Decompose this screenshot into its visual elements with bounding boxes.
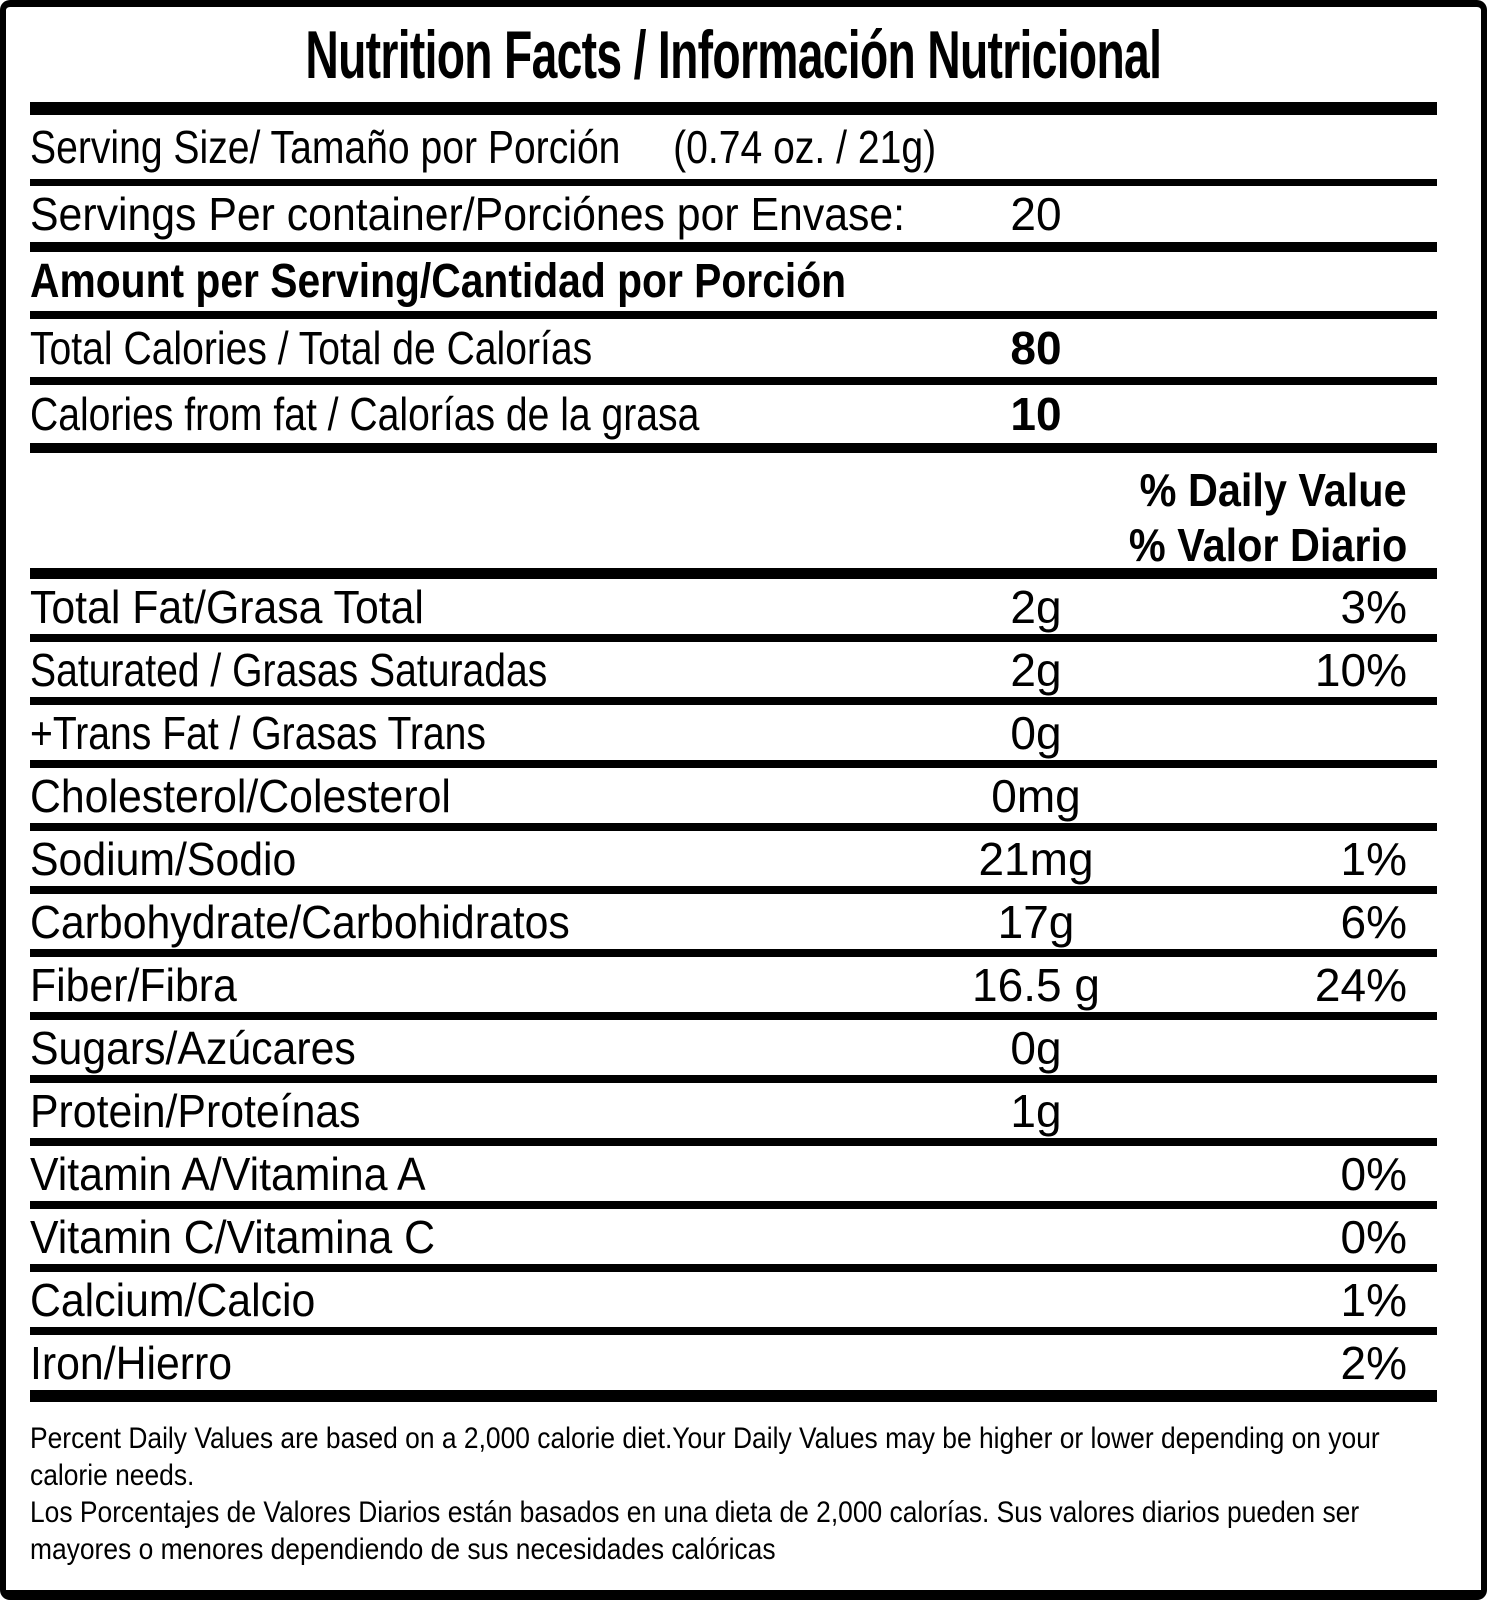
- nutrient-amount: 16.5 g: [972, 958, 1100, 1011]
- nutrient-daily-value: 0%: [1340, 1210, 1407, 1263]
- nutrient-table: Total Fat/Grasa Total 2g 3% Saturated / …: [30, 579, 1437, 1390]
- serving-size-value: (0.74 oz. / 21g): [673, 121, 937, 173]
- nutrient-daily-value: 2%: [1340, 1336, 1407, 1389]
- nutrient-label-cell: +Trans Fat / Grasas Trans: [30, 706, 906, 760]
- nutrient-amount: 0g: [1010, 1021, 1062, 1074]
- footnote-english: Percent Daily Values are based on a 2,00…: [30, 1422, 1380, 1492]
- divider: [30, 179, 1437, 186]
- nutrient-label: Calcium/Calcio: [30, 1273, 316, 1326]
- nutrient-label: Vitamin C/Vitamina C: [30, 1210, 436, 1263]
- nutrient-label-cell: Protein/Proteínas: [30, 1084, 906, 1138]
- serving-size-label: Serving Size/ Tamaño por Porción: [30, 121, 621, 173]
- nutrient-amount: 21mg: [978, 832, 1094, 885]
- total-calories-row: Total Calories / Total de Calorías 80: [30, 319, 1437, 377]
- footnote-spanish: Los Porcentajes de Valores Diarios están…: [30, 1496, 1360, 1566]
- nutrient-daily-value: 24%: [1314, 958, 1407, 1011]
- divider-thick: [30, 568, 1437, 579]
- servings-per-container-value: 20: [1010, 188, 1062, 240]
- serving-size-line: Serving Size/ Tamaño por Porción (0.74 oz…: [30, 120, 936, 174]
- nutrient-label: Fiber/Fibra: [30, 958, 237, 1011]
- nutrient-row: Total Fat/Grasa Total 2g 3%: [30, 579, 1437, 642]
- calories-from-fat-label: Calories from fat / Calorías de la grasa: [30, 388, 700, 440]
- nutrient-daily-value: 6%: [1340, 895, 1407, 948]
- nutrient-label-cell: Saturated / Grasas Saturadas: [30, 643, 906, 697]
- divider: [30, 377, 1437, 385]
- nutrient-label-cell: Sodium/Sodio: [30, 832, 906, 886]
- servings-per-container-label: Servings Per container/Porciónes por Env…: [30, 188, 906, 240]
- divider-thick: [30, 1390, 1437, 1402]
- nutrient-amount: 1g: [1010, 1084, 1062, 1137]
- nutrient-label-cell: Total Fat/Grasa Total: [30, 580, 906, 634]
- total-calories-value: 80: [1010, 322, 1062, 374]
- nutrient-label: Sodium/Sodio: [30, 832, 297, 885]
- nutrient-amount: 2g: [1010, 643, 1062, 696]
- nutrient-label-cell: Sugars/Azúcares: [30, 1021, 906, 1075]
- nutrient-label: Total Fat/Grasa Total: [30, 580, 424, 633]
- nutrient-label-cell: Vitamin C/Vitamina C: [30, 1210, 906, 1264]
- nutrient-amount: 2g: [1010, 580, 1062, 633]
- nutrient-label: Protein/Proteínas: [30, 1084, 361, 1137]
- nutrient-label: Carbohydrate/Carbohidratos: [30, 895, 570, 948]
- nutrient-row: Cholesterol/Colesterol 0mg: [30, 768, 1437, 831]
- nutrient-label-cell: Iron/Hierro: [30, 1336, 906, 1390]
- title-divider-bar: [30, 102, 1437, 115]
- label-title: Nutrition Facts / Información Nutriciona…: [305, 16, 1163, 93]
- total-calories-label-cell: Total Calories / Total de Calorías: [30, 321, 906, 375]
- nutrient-row: Iron/Hierro 2%: [30, 1335, 1437, 1390]
- nutrient-daily-value: 3%: [1340, 580, 1407, 633]
- nutrient-daily-value: 0%: [1340, 1147, 1407, 1200]
- nutrient-label-cell: Vitamin A/Vitamina A: [30, 1147, 906, 1201]
- total-calories-label: Total Calories / Total de Calorías: [30, 322, 593, 374]
- nutrient-row: Saturated / Grasas Saturadas 2g 10%: [30, 642, 1437, 705]
- nutrient-row: Fiber/Fibra 16.5 g 24%: [30, 957, 1437, 1020]
- serving-size-row: Serving Size/ Tamaño por Porción (0.74 oz…: [30, 115, 1437, 179]
- nutrient-row: Protein/Proteínas 1g: [30, 1083, 1437, 1146]
- nutrient-daily-value: 1%: [1340, 1273, 1407, 1326]
- daily-value-header-es: % Valor Diario: [1128, 519, 1407, 571]
- nutrient-label-cell: Fiber/Fibra: [30, 958, 906, 1012]
- nutrient-label: Vitamin A/Vitamina A: [30, 1147, 426, 1200]
- nutrient-label: Saturated / Grasas Saturadas: [30, 643, 548, 696]
- nutrient-label-cell: Carbohydrate/Carbohidratos: [30, 895, 906, 949]
- nutrient-amount: 17g: [997, 895, 1075, 948]
- nutrient-row: Vitamin C/Vitamina C 0%: [30, 1209, 1437, 1272]
- nutrient-label: +Trans Fat / Grasas Trans: [30, 706, 486, 759]
- nutrient-row: Vitamin A/Vitamina A 0%: [30, 1146, 1437, 1209]
- nutrient-row: +Trans Fat / Grasas Trans 0g: [30, 705, 1437, 768]
- nutrient-label: Iron/Hierro: [30, 1336, 233, 1389]
- nutrient-label: Cholesterol/Colesterol: [30, 769, 451, 822]
- nutrient-row: Sodium/Sodio 21mg 1%: [30, 831, 1437, 894]
- nutrient-row: Carbohydrate/Carbohidratos 17g 6%: [30, 894, 1437, 957]
- label-content: Nutrition Facts / Información Nutriciona…: [6, 7, 1481, 1568]
- nutrient-row: Sugars/Azúcares 0g: [30, 1020, 1437, 1083]
- divider: [30, 443, 1437, 453]
- nutrient-label: Sugars/Azúcares: [30, 1021, 356, 1074]
- amount-per-serving-heading: Amount per Serving/Cantidad por Porción: [30, 255, 847, 308]
- nutrient-daily-value: 1%: [1340, 832, 1407, 885]
- calories-from-fat-row: Calories from fat / Calorías de la grasa…: [30, 385, 1437, 443]
- daily-value-header: % Daily Value % Valor Diario: [30, 453, 1437, 571]
- calories-from-fat-label-cell: Calories from fat / Calorías de la grasa: [30, 387, 906, 441]
- nutrient-row: Calcium/Calcio 1%: [30, 1272, 1437, 1335]
- nutrient-amount: 0g: [1010, 706, 1062, 759]
- servings-per-container-label-cell: Servings Per container/Porciónes por Env…: [30, 187, 906, 241]
- servings-per-container-row: Servings Per container/Porciónes por Env…: [30, 186, 1437, 242]
- nutrient-label-cell: Cholesterol/Colesterol: [30, 769, 906, 823]
- calories-from-fat-value: 10: [1010, 388, 1062, 440]
- divider: [30, 242, 1437, 252]
- amount-per-serving-row: Amount per Serving/Cantidad por Porción: [30, 252, 1437, 311]
- nutrient-daily-value: 10%: [1314, 643, 1407, 696]
- footnote-section: Percent Daily Values are based on a 2,00…: [30, 1402, 1437, 1568]
- nutrient-amount: 0mg: [991, 769, 1081, 822]
- nutrient-label-cell: Calcium/Calcio: [30, 1273, 906, 1327]
- title-row: Nutrition Facts / Información Nutriciona…: [30, 7, 1437, 102]
- divider: [30, 311, 1437, 319]
- daily-value-header-en: % Daily Value: [1140, 464, 1407, 516]
